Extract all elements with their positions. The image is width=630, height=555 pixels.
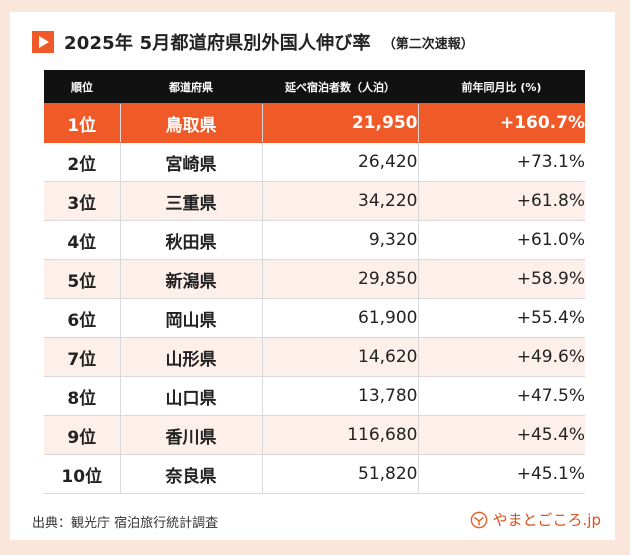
rank-cell: 1位 xyxy=(44,103,120,143)
header-rank: 順位 xyxy=(44,70,120,104)
table-row: 4位 秋田県 9,320 +61.0% xyxy=(44,220,585,260)
stays-cell: 116,680 xyxy=(261,415,418,455)
prefecture-cell: 宮崎県 xyxy=(119,142,262,182)
header-prefecture: 都道府県 xyxy=(120,70,262,104)
stays-cell: 26,420 xyxy=(261,142,418,182)
header-stays: 延べ宿泊者数（人泊） xyxy=(262,70,418,104)
table-header-row: 順位 都道府県 延べ宿泊者数（人泊） 前年同月比 (%) xyxy=(44,70,585,104)
stays-cell: 13,780 xyxy=(261,376,418,416)
yoy-cell: +49.6% xyxy=(417,337,585,377)
stays-cell: 29,850 xyxy=(261,259,418,299)
table-row: 9位 香川県 116,680 +45.4% xyxy=(44,415,585,455)
yoy-cell: +61.0% xyxy=(417,220,585,260)
yoy-cell: +47.5% xyxy=(417,376,585,416)
table-row: 2位 宮崎県 26,420 +73.1% xyxy=(44,142,585,182)
stays-cell: 51,820 xyxy=(261,454,418,494)
prefecture-cell: 秋田県 xyxy=(119,220,262,260)
prefecture-cell: 三重県 xyxy=(119,181,262,221)
yoy-cell: +45.4% xyxy=(417,415,585,455)
stays-cell: 14,620 xyxy=(261,337,418,377)
rank-cell: 5位 xyxy=(44,259,120,299)
rank-cell: 10位 xyxy=(44,454,120,494)
rank-cell: 6位 xyxy=(44,298,120,338)
table-row: 1位 鳥取県 21,950 +160.7% xyxy=(44,103,585,143)
yoy-cell: +61.8% xyxy=(417,181,585,221)
table-row: 5位 新潟県 29,850 +58.9% xyxy=(44,259,585,299)
stays-cell: 61,900 xyxy=(261,298,418,338)
page-subtitle: （第二次速報） xyxy=(382,36,474,52)
rank-cell: 3位 xyxy=(44,181,120,221)
prefecture-cell: 鳥取県 xyxy=(119,103,262,143)
yoy-cell: +160.7% xyxy=(417,103,585,143)
yoy-cell: +45.1% xyxy=(417,454,585,494)
yoy-cell: +55.4% xyxy=(417,298,585,338)
prefecture-cell: 奈良県 xyxy=(119,454,262,494)
stays-cell: 34,220 xyxy=(261,181,418,221)
ranking-card: 2025年 5月都道府県別外国人伸び率 （第二次速報） 順位 都道府県 延べ宿泊… xyxy=(10,12,615,540)
brand-name: やまとごころ.jp xyxy=(492,511,601,529)
table-row: 10位 奈良県 51,820 +45.1% xyxy=(44,454,585,494)
rank-cell: 8位 xyxy=(44,376,120,416)
rank-cell: 4位 xyxy=(44,220,120,260)
stays-cell: 9,320 xyxy=(261,220,418,260)
table-row: 8位 山口県 13,780 +47.5% xyxy=(44,376,585,416)
table-row: 3位 三重県 34,220 +61.8% xyxy=(44,181,585,221)
brand-mark: やまとごころ.jp xyxy=(470,509,601,530)
rank-cell: 7位 xyxy=(44,337,120,377)
stays-cell: 21,950 xyxy=(261,103,418,143)
title-row: 2025年 5月都道府県別外国人伸び率 （第二次速報） xyxy=(32,29,474,55)
table-row: 6位 岡山県 61,900 +55.4% xyxy=(44,298,585,338)
ranking-table: 順位 都道府県 延べ宿泊者数（人泊） 前年同月比 (%) 1位 鳥取県 21,9… xyxy=(44,70,585,494)
header-yoy: 前年同月比 (%) xyxy=(418,70,585,104)
yoy-cell: +58.9% xyxy=(417,259,585,299)
rank-cell: 2位 xyxy=(44,142,120,182)
rank-cell: 9位 xyxy=(44,415,120,455)
source-note: 出典：観光庁 宿泊旅行統計調査 xyxy=(32,516,219,531)
prefecture-cell: 岡山県 xyxy=(119,298,262,338)
prefecture-cell: 山形県 xyxy=(119,337,262,377)
yoy-cell: +73.1% xyxy=(417,142,585,182)
prefecture-cell: 香川県 xyxy=(119,415,262,455)
prefecture-cell: 新潟県 xyxy=(119,259,262,299)
page-title: 2025年 5月都道府県別外国人伸び率 xyxy=(64,33,371,54)
yamatogokoro-logo-icon xyxy=(470,511,487,528)
prefecture-cell: 山口県 xyxy=(119,376,262,416)
table-row: 7位 山形県 14,620 +49.6% xyxy=(44,337,585,377)
play-triangle-icon xyxy=(32,31,54,53)
